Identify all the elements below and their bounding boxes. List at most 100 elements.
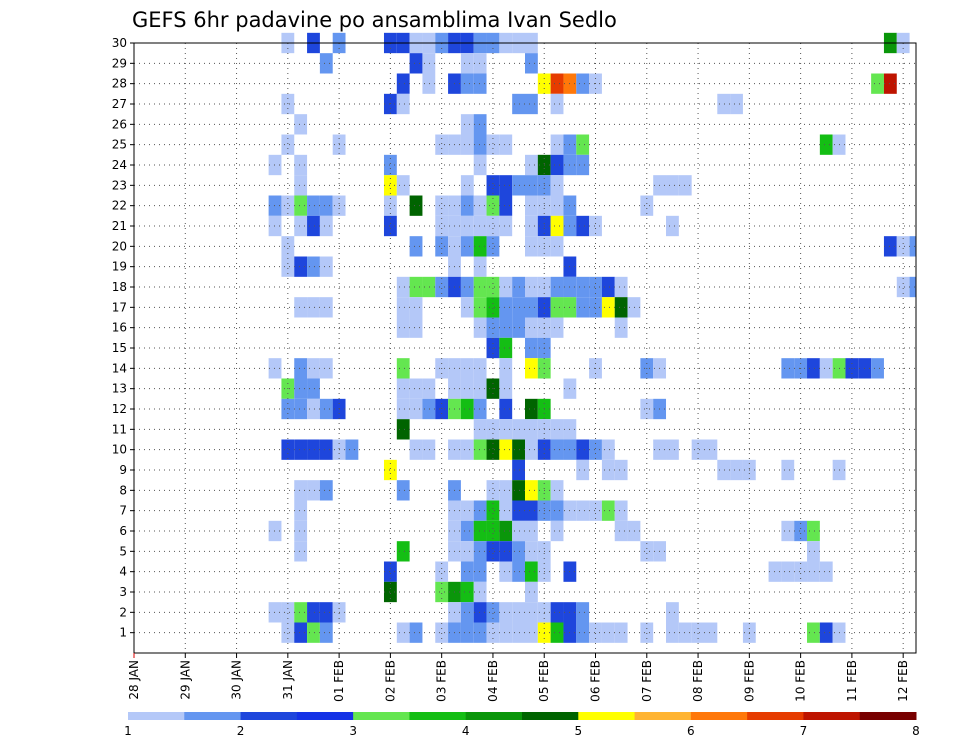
heatmap-cell bbox=[473, 317, 487, 338]
heatmap-cell bbox=[460, 114, 474, 135]
heatmap-cell bbox=[409, 378, 423, 399]
x-tick-label: 09 FEB bbox=[742, 660, 756, 702]
x-tick-label: 11 FEB bbox=[845, 660, 859, 702]
heatmap-cell bbox=[512, 93, 525, 115]
heatmap-cell bbox=[486, 236, 500, 257]
heatmap-cell bbox=[383, 561, 397, 582]
heatmap-cell bbox=[525, 236, 538, 257]
heatmap-cell bbox=[614, 459, 628, 481]
heatmap-cell bbox=[730, 93, 743, 115]
heatmap-cell bbox=[396, 622, 410, 643]
x-tick-label: 12 FEB bbox=[896, 660, 910, 702]
heatmap-cell bbox=[460, 297, 474, 318]
heatmap-cell bbox=[435, 561, 449, 582]
heatmap-cell bbox=[525, 195, 538, 216]
heatmap-cell bbox=[512, 480, 525, 501]
heatmap-cell bbox=[281, 256, 295, 277]
heatmap-cell bbox=[550, 175, 564, 196]
heatmap-cell bbox=[525, 358, 538, 379]
heatmap-cell bbox=[525, 439, 538, 460]
heatmap-cell bbox=[268, 602, 282, 623]
heatmap-cell bbox=[525, 317, 538, 338]
heatmap-cell bbox=[819, 134, 833, 155]
heatmap-cell bbox=[512, 439, 525, 460]
y-tick-label: 25 bbox=[112, 138, 127, 152]
heatmap-cell bbox=[460, 378, 474, 399]
heatmap-cell bbox=[704, 439, 718, 460]
heatmap-cell bbox=[499, 358, 513, 379]
heatmap-cell bbox=[601, 622, 615, 643]
heatmap-cell bbox=[409, 53, 423, 74]
colorbar-label: 8 bbox=[912, 724, 920, 738]
heatmap-cell bbox=[486, 317, 500, 338]
heatmap-cell bbox=[435, 622, 449, 643]
heatmap-cell bbox=[268, 358, 282, 379]
heatmap-cell bbox=[499, 561, 513, 582]
x-tick-label: 03 FEB bbox=[435, 660, 449, 702]
heatmap-cell bbox=[512, 317, 525, 338]
heatmap-cell bbox=[486, 602, 500, 623]
heatmap-cell bbox=[409, 276, 423, 298]
heatmap-cell bbox=[781, 358, 795, 379]
colorbar-swatch bbox=[522, 712, 579, 720]
heatmap-cell bbox=[486, 419, 500, 440]
heatmap-cell bbox=[460, 398, 474, 420]
y-tick-label: 29 bbox=[112, 56, 127, 70]
heatmap-cell bbox=[486, 297, 500, 318]
heatmap-cell bbox=[409, 398, 423, 420]
heatmap-cell bbox=[819, 561, 833, 582]
heatmap-cell bbox=[396, 317, 410, 338]
heatmap-cell bbox=[525, 520, 538, 542]
heatmap-cell bbox=[691, 439, 705, 460]
y-tick-label: 27 bbox=[112, 97, 127, 111]
heatmap-cell bbox=[576, 73, 590, 94]
heatmap-cell bbox=[499, 297, 513, 318]
y-tick-label: 18 bbox=[112, 280, 127, 294]
heatmap-cell bbox=[460, 520, 474, 542]
heatmap-cell bbox=[294, 500, 308, 521]
heatmap-cell bbox=[473, 276, 487, 298]
x-tick-label: 02 FEB bbox=[383, 660, 397, 702]
heatmap-cell bbox=[294, 541, 308, 562]
colorbar-label: 6 bbox=[687, 724, 695, 738]
heatmap-cell bbox=[781, 561, 795, 582]
colorbar-swatch bbox=[859, 712, 917, 720]
heatmap-cell bbox=[435, 134, 449, 155]
heatmap-cell bbox=[499, 398, 513, 420]
heatmap-cell bbox=[499, 500, 513, 521]
heatmap-cell bbox=[614, 276, 628, 298]
heatmap-cell bbox=[499, 622, 513, 643]
heatmap-cell bbox=[871, 73, 884, 94]
heatmap-cell bbox=[383, 215, 397, 237]
heatmap-cell bbox=[281, 134, 295, 155]
heatmap-cell bbox=[819, 358, 833, 379]
heatmap-cell bbox=[294, 215, 308, 237]
heatmap-cell bbox=[473, 53, 487, 74]
heatmap-cell bbox=[460, 73, 474, 94]
heatmap-cell bbox=[666, 215, 679, 237]
heatmap-cell bbox=[499, 337, 513, 359]
heatmap-cell bbox=[294, 256, 308, 277]
heatmap-cell bbox=[473, 602, 487, 623]
heatmap-cell bbox=[422, 53, 436, 74]
heatmap-cell bbox=[601, 439, 615, 460]
heatmap-cell bbox=[717, 459, 731, 481]
x-tick-label: 04 FEB bbox=[486, 660, 500, 702]
heatmap-cell bbox=[319, 53, 333, 74]
x-tick-label: 28 JAN bbox=[127, 660, 141, 700]
heatmap-cell bbox=[512, 419, 525, 440]
heatmap-cell bbox=[319, 256, 333, 277]
grid-lines bbox=[134, 43, 916, 653]
heatmap-cell bbox=[473, 581, 487, 603]
heatmap-cell bbox=[460, 500, 474, 521]
y-tick-label: 22 bbox=[112, 199, 127, 213]
x-tick-label: 30 JAN bbox=[230, 660, 244, 700]
heatmap-cell bbox=[614, 622, 628, 643]
heatmap-cell bbox=[460, 358, 474, 379]
heatmap-cell bbox=[383, 175, 397, 196]
heatmap-cell bbox=[268, 215, 282, 237]
heatmap-cell bbox=[499, 276, 513, 298]
heatmap-cell bbox=[486, 134, 500, 155]
heatmap-cell bbox=[307, 297, 320, 318]
